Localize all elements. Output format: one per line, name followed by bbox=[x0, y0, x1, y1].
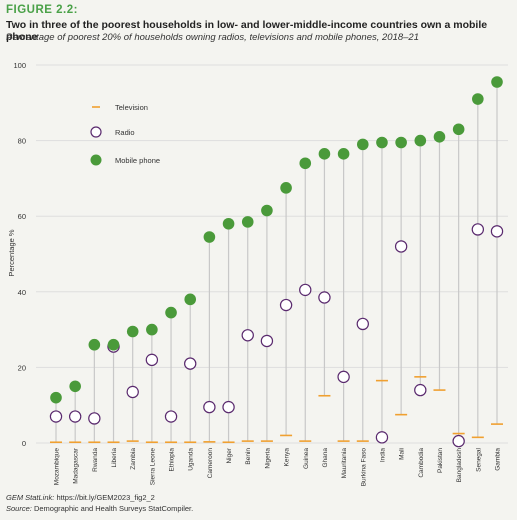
y-tick-label: 80 bbox=[18, 137, 26, 146]
x-tick-label: Mauritania bbox=[341, 448, 348, 479]
radio-point bbox=[126, 385, 139, 399]
x-tick-label: India bbox=[379, 448, 386, 462]
radio-point bbox=[279, 298, 293, 312]
radio-point bbox=[356, 317, 369, 331]
radio-point bbox=[394, 240, 408, 253]
radio-point bbox=[471, 223, 485, 236]
mobile-phone-point bbox=[376, 136, 388, 149]
mobile-phone-point bbox=[126, 325, 139, 338]
x-tick-label: Ethiopia bbox=[169, 448, 176, 472]
mobile-phone-point bbox=[318, 148, 331, 160]
x-tick-label: Cambodia bbox=[418, 448, 425, 478]
legend-mobile-swatch bbox=[90, 154, 102, 166]
mobile-phone-point bbox=[299, 157, 312, 170]
chart-title: Two in three of the poorest households i… bbox=[6, 19, 488, 43]
radio-point bbox=[452, 434, 465, 448]
radio-point bbox=[49, 410, 63, 423]
radio-point bbox=[203, 400, 216, 414]
x-tick-label: Madagascar bbox=[73, 447, 80, 484]
mobile-phone-point bbox=[107, 338, 120, 351]
gridlines bbox=[36, 64, 508, 444]
y-tick-label: 100 bbox=[13, 61, 26, 70]
mobile-phone-point bbox=[222, 217, 235, 230]
radio-point bbox=[375, 431, 389, 444]
legend-radio-swatch bbox=[90, 126, 102, 138]
source-label: Source: bbox=[6, 504, 32, 513]
mobile-phone-point bbox=[395, 136, 407, 149]
legend-label: Television bbox=[115, 103, 148, 112]
source-text: Demographic and Health Surveys StatCompi… bbox=[33, 504, 194, 513]
y-tick-label: 0 bbox=[22, 439, 26, 448]
mobile-phone-point bbox=[88, 338, 101, 351]
x-tick-label: Mozambique bbox=[54, 448, 61, 486]
x-tick-label: Sierra Leone bbox=[149, 448, 156, 486]
legend: Television Radio Mobile phone bbox=[90, 103, 160, 166]
x-tick-label: Liberia bbox=[111, 448, 118, 468]
mobile-phone-point bbox=[165, 306, 177, 319]
mobile-phone-point bbox=[433, 131, 446, 143]
x-tick-label: Benin bbox=[245, 448, 252, 465]
x-tick-label: Gambia bbox=[495, 448, 502, 471]
mobile-phone-point bbox=[337, 148, 350, 160]
x-tick-label: Mali bbox=[399, 448, 406, 460]
radio-point bbox=[260, 334, 274, 348]
television-series bbox=[50, 376, 503, 444]
x-tick-label: Uganda bbox=[188, 448, 195, 471]
radio-point bbox=[490, 225, 504, 238]
x-tick-label: Ghana bbox=[322, 448, 329, 468]
mobile-phone-point bbox=[491, 76, 503, 88]
radio-series bbox=[49, 223, 504, 448]
radio-point bbox=[145, 353, 159, 367]
figure-label: FIGURE 2.2: bbox=[6, 4, 78, 16]
radio-point bbox=[337, 370, 350, 384]
mobile-phone-point bbox=[261, 204, 273, 217]
x-tick-label: Senegal bbox=[475, 447, 482, 471]
statlink-url[interactable]: https://bit.ly/GEM2023_fig2_2 bbox=[56, 493, 155, 502]
statlink-line: GEM StatLink: https://bit.ly/GEM2023_fig… bbox=[6, 493, 155, 502]
mobile-phone-point bbox=[50, 391, 62, 404]
legend-label: Mobile phone bbox=[115, 156, 160, 165]
y-tick-label: 20 bbox=[18, 363, 26, 372]
radio-point bbox=[184, 357, 197, 370]
mobile-phone-point bbox=[472, 93, 484, 105]
x-tick-label: Rwanda bbox=[92, 448, 99, 472]
mobile-series bbox=[50, 76, 503, 404]
radio-point bbox=[318, 291, 331, 304]
mobile-phone-point bbox=[184, 293, 197, 306]
mobile-phone-point bbox=[356, 138, 369, 151]
radio-point bbox=[414, 383, 427, 397]
chart-subtitle: Percentage of poorest 20% of households … bbox=[6, 32, 420, 43]
chart-svg: 0 20 40 60 80 100 Percentage % Mozambique Mada… bbox=[7, 61, 508, 486]
x-tick-label: Zambia bbox=[130, 448, 137, 470]
radio-point bbox=[299, 283, 312, 297]
source-line: Source: Demographic and Health Surveys S… bbox=[6, 504, 193, 513]
x-tick-label: Nigeria bbox=[264, 448, 271, 469]
statlink-label: GEM StatLink: bbox=[6, 493, 55, 502]
mobile-phone-point bbox=[452, 123, 465, 136]
mobile-phone-point bbox=[414, 134, 427, 147]
x-tick-label: Niger bbox=[226, 447, 233, 463]
x-tick-label: Bangladesh bbox=[456, 448, 463, 483]
y-tick-label: 40 bbox=[18, 288, 26, 297]
y-axis: 0 20 40 60 80 100 bbox=[13, 61, 26, 448]
radio-point bbox=[88, 412, 101, 425]
radio-point bbox=[222, 400, 235, 414]
x-axis: Mozambique Madagascar Rwanda Liberia Zambia S… bbox=[54, 447, 502, 486]
legend-label: Radio bbox=[115, 128, 135, 137]
radio-point bbox=[164, 410, 178, 423]
y-tick-label: 60 bbox=[18, 212, 26, 221]
mobile-phone-point bbox=[69, 380, 81, 393]
y-axis-label: Percentage % bbox=[7, 229, 16, 276]
mobile-phone-point bbox=[280, 182, 292, 194]
x-tick-label: Guinea bbox=[303, 448, 310, 469]
x-tick-label: Kenya bbox=[284, 448, 291, 467]
radio-point bbox=[241, 329, 254, 342]
mobile-phone-point bbox=[241, 216, 254, 228]
x-tick-label: Cameroon bbox=[207, 448, 214, 479]
mobile-phone-point bbox=[146, 323, 158, 336]
radio-point bbox=[68, 410, 82, 423]
x-tick-label: Pakistan bbox=[437, 448, 444, 473]
x-tick-label: Burkina Faso bbox=[360, 448, 367, 487]
mobile-phone-point bbox=[203, 231, 216, 243]
